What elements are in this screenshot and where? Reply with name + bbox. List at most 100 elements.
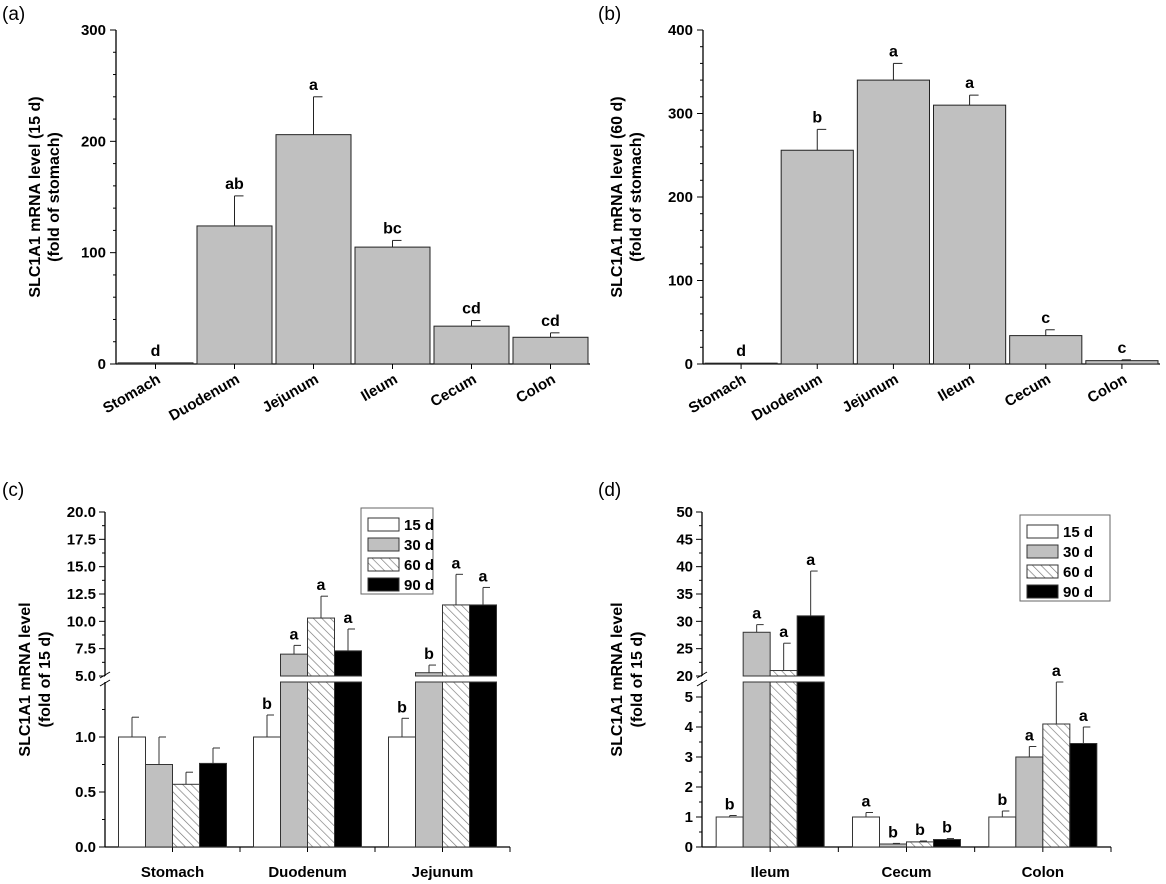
x-tick-label: Stomach	[100, 371, 163, 417]
y-tick-label: 2	[685, 779, 693, 796]
x-tick-label: Cecum	[428, 371, 480, 411]
significance-letter: b	[997, 792, 1007, 809]
legend-swatch	[367, 517, 400, 532]
x-tick-label: Cecum	[881, 864, 931, 881]
significance-letter: d	[736, 343, 746, 360]
y-tick-label: 0.5	[75, 784, 96, 801]
x-tick-label: Jejunum	[260, 371, 322, 417]
y-tick-label: 100	[81, 245, 106, 262]
bar	[704, 362, 778, 365]
y-axis-label-line: SLC1A1 mRNA level	[17, 602, 34, 756]
significance-letter: a	[344, 610, 353, 627]
bar	[469, 681, 497, 848]
significance-letter: a	[1079, 708, 1088, 725]
bar	[275, 134, 352, 365]
bar	[442, 604, 470, 677]
significance-letter: b	[915, 822, 925, 839]
significance-letter: a	[317, 577, 326, 594]
legend-swatch	[367, 557, 400, 572]
y-axis-label-line: SLC1A1 mRNA level	[609, 602, 626, 756]
y-tick-label: 15.0	[67, 559, 96, 576]
bar	[512, 336, 589, 365]
bar	[1015, 756, 1044, 848]
significance-letter: a	[965, 75, 974, 92]
x-tick-label: Jejunum	[839, 371, 901, 417]
bar	[307, 681, 335, 848]
significance-letter: b	[942, 820, 952, 837]
bar	[388, 736, 416, 848]
bar	[742, 631, 771, 677]
y-tick-label: 0	[98, 356, 106, 373]
x-tick-label: Jejunum	[412, 864, 474, 881]
significance-letter: a	[862, 794, 871, 811]
significance-letter: c	[1117, 340, 1126, 357]
y-axis-label: SLC1A1 mRNA level (60 d) (fold of stomach…	[609, 96, 645, 297]
bar	[780, 149, 854, 365]
y-tick-label: 40	[676, 559, 693, 576]
legend-label: 15 d	[1063, 524, 1093, 541]
legend-label: 90 d	[1063, 584, 1093, 601]
bar	[415, 681, 443, 848]
significance-letter: d	[151, 343, 161, 360]
significance-letter: a	[452, 555, 461, 572]
bar	[796, 615, 825, 677]
bar	[769, 670, 798, 677]
panel-label: (d)	[598, 480, 621, 501]
significance-letter: b	[424, 646, 434, 663]
y-axis-label-line: SLC1A1 mRNA level (15 d)	[27, 96, 44, 297]
y-tick-label: 20	[676, 668, 693, 685]
y-tick-label: 100	[668, 273, 693, 290]
y-tick-label: 4	[685, 719, 694, 736]
x-tick-label: Ileum	[935, 371, 977, 405]
bar	[852, 816, 880, 848]
y-tick-label: 30	[676, 613, 693, 630]
y-tick-label: 7.5	[75, 641, 96, 658]
panel-label: (a)	[2, 4, 25, 25]
bar	[1085, 360, 1159, 365]
significance-letter: bc	[383, 220, 402, 237]
bar	[334, 650, 362, 677]
bar	[906, 841, 934, 848]
bar	[307, 617, 335, 677]
y-axis-label: SLC1A1 mRNA level (fold of 15 d)	[609, 602, 646, 756]
y-tick-label: 25	[676, 641, 693, 658]
panel-label: (c)	[2, 480, 24, 501]
legend-swatch	[1026, 564, 1059, 579]
y-tick-label: 5.0	[75, 668, 96, 685]
significance-letter: a	[309, 77, 318, 94]
legend-label: 60 d	[404, 557, 434, 574]
significance-letter: a	[479, 568, 488, 585]
significance-letter: ab	[225, 176, 244, 193]
y-axis-label: SLC1A1 mRNA level (15 d) (fold of stomach…	[27, 96, 63, 297]
bar	[1042, 723, 1071, 848]
significance-letter: a	[779, 624, 788, 641]
significance-letter: b	[888, 824, 898, 841]
bar	[145, 764, 173, 848]
y-tick-label: 300	[81, 22, 106, 39]
significance-letter: b	[262, 696, 272, 713]
y-tick-label: 200	[81, 133, 106, 150]
y-tick-label: 17.5	[67, 531, 96, 548]
y-axis-label: SLC1A1 mRNA level (fold of 15 d)	[17, 602, 54, 756]
significance-letter: a	[1052, 663, 1061, 680]
y-tick-label: 20.0	[67, 504, 96, 521]
y-tick-label: 5	[685, 689, 693, 706]
bar	[879, 843, 907, 848]
axis-break-mark	[696, 679, 708, 687]
significance-letter: a	[806, 552, 815, 569]
bar	[933, 104, 1007, 365]
bar	[172, 783, 200, 848]
x-tick-label: Colon	[513, 371, 558, 407]
y-tick-label: 200	[668, 189, 693, 206]
bar	[253, 736, 281, 848]
x-tick-label: Duodenum	[166, 371, 242, 425]
x-tick-label: Ileum	[751, 864, 790, 881]
y-axis-label-line: (fold of stomach)	[46, 132, 63, 262]
y-tick-label: 0	[685, 356, 693, 373]
bar	[118, 736, 146, 848]
bar	[442, 681, 470, 848]
significance-letter: a	[1025, 728, 1034, 745]
x-tick-label: Cecum	[1002, 371, 1054, 411]
y-tick-label: 400	[668, 22, 693, 39]
